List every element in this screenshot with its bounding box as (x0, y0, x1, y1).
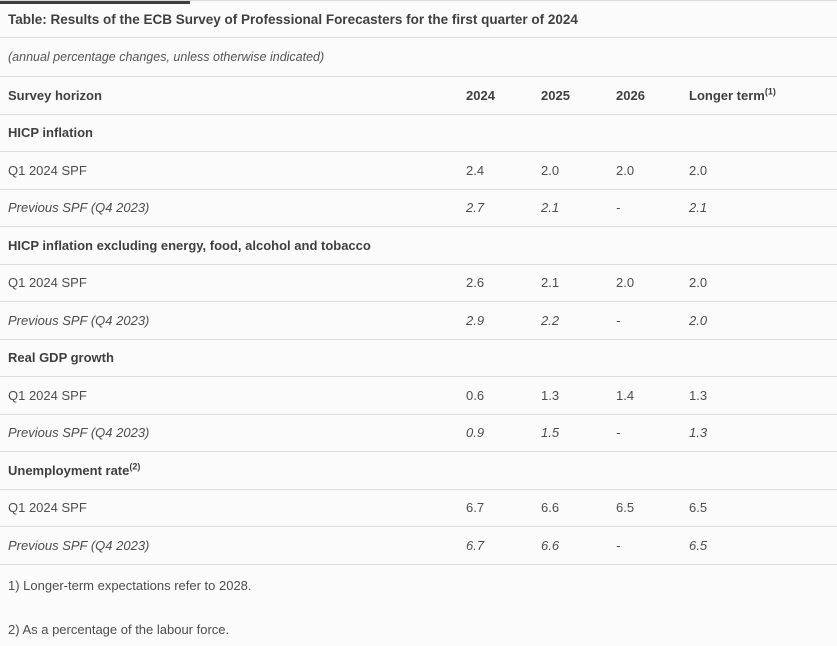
table-row: Q1 2024 SPF 2.4 2.0 2.0 2.0 (0, 152, 837, 190)
value-2024: 2.6 (466, 275, 485, 291)
column-header-2024: 2024 (466, 87, 495, 103)
footnote-1: 1) Longer-term expectations refer to 202… (8, 577, 252, 593)
value-2024: 6.7 (466, 500, 485, 516)
value-2025: 1.3 (541, 387, 560, 403)
column-header-2026: 2026 (616, 87, 645, 103)
value-2024: 6.7 (466, 537, 485, 553)
value-2026: - (616, 312, 621, 328)
table-row: Q1 2024 SPF 2.6 2.1 2.0 2.0 (0, 265, 837, 302)
page-title: Table: Results of the ECB Survey of Prof… (8, 11, 578, 27)
row-label: Q1 2024 SPF (8, 500, 87, 516)
column-header-longer-term: Longer term(1) (689, 86, 837, 103)
value-2025: 2.0 (541, 162, 560, 178)
table-row: Previous SPF (Q4 2023) 2.7 2.1 - 2.1 (0, 190, 837, 227)
section-heading-row: Real GDP growth (0, 340, 837, 377)
row-label: Previous SPF (Q4 2023) (8, 200, 150, 216)
value-longer-term: 6.5 (689, 500, 708, 516)
value-2025: 6.6 (541, 537, 560, 553)
section-heading: HICP inflation excluding energy, food, a… (8, 238, 371, 253)
table-title-row: Table: Results of the ECB Survey of Prof… (0, 1, 837, 38)
footnote-marker-2: (2) (129, 461, 141, 472)
section-heading: Real GDP growth (8, 350, 114, 365)
table-row: Previous SPF (Q4 2023) 0.9 1.5 - 1.3 (0, 415, 837, 452)
row-label: Previous SPF (Q4 2023) (8, 425, 150, 441)
value-2026: 2.0 (616, 275, 635, 291)
table-row: Q1 2024 SPF 6.7 6.6 6.5 6.5 (0, 490, 837, 527)
top-accent-bar (0, 1, 190, 4)
value-2024: 0.6 (466, 387, 485, 403)
value-longer-term: 1.3 (689, 425, 708, 441)
value-longer-term: 1.3 (689, 387, 708, 403)
section-heading-row: HICP inflation (0, 115, 837, 152)
value-2026: - (616, 200, 621, 216)
section-heading-text: Unemployment rate (8, 462, 130, 478)
longer-term-label: Longer term (689, 87, 765, 103)
footnote-2: 2) As a percentage of the labour force. (8, 621, 230, 637)
table-header-row: Survey horizon 2024 2025 2026 Longer ter… (0, 77, 837, 115)
column-header-2025: 2025 (541, 87, 570, 103)
value-longer-term: 2.0 (689, 275, 708, 291)
section-heading-row: HICP inflation excluding energy, food, a… (0, 227, 837, 265)
value-2026: - (616, 425, 621, 441)
section-heading: Unemployment rate(2) (8, 461, 141, 478)
table-subtitle: (annual percentage changes, unless other… (8, 50, 325, 64)
value-2024: 2.7 (466, 200, 485, 216)
value-2026: 1.4 (616, 387, 635, 403)
table-footnotes: 1) Longer-term expectations refer to 202… (0, 565, 837, 638)
value-longer-term: 2.1 (689, 200, 708, 216)
row-label: Q1 2024 SPF (8, 162, 87, 178)
section-heading-text: Real GDP growth (8, 350, 114, 366)
table-row: Q1 2024 SPF 0.6 1.3 1.4 1.3 (0, 377, 837, 415)
value-2026: - (616, 537, 621, 553)
value-2024: 2.9 (466, 312, 485, 328)
section-heading-text: HICP inflation excluding energy, food, a… (8, 237, 371, 253)
value-2025: 2.1 (541, 275, 560, 291)
value-longer-term: 2.0 (689, 312, 708, 328)
value-2025: 6.6 (541, 500, 560, 516)
row-label: Previous SPF (Q4 2023) (8, 537, 150, 553)
table-row: Previous SPF (Q4 2023) 2.9 2.2 - 2.0 (0, 302, 837, 340)
row-label: Q1 2024 SPF (8, 275, 87, 291)
value-longer-term: 2.0 (689, 162, 708, 178)
value-longer-term: 6.5 (689, 537, 708, 553)
value-2025: 2.1 (541, 200, 560, 216)
table-subtitle-row: (annual percentage changes, unless other… (0, 38, 837, 77)
footnote-marker-1: (1) (764, 86, 776, 97)
value-2024: 2.4 (466, 162, 485, 178)
section-heading: HICP inflation (8, 125, 93, 140)
value-2024: 0.9 (466, 425, 485, 441)
table-row: Previous SPF (Q4 2023) 6.7 6.6 - 6.5 (0, 527, 837, 565)
section-heading-text: HICP inflation (8, 125, 93, 141)
value-2026: 2.0 (616, 162, 635, 178)
column-header-survey-horizon: Survey horizon (8, 87, 102, 103)
value-2026: 6.5 (616, 500, 635, 516)
row-label: Previous SPF (Q4 2023) (8, 312, 150, 328)
row-label: Q1 2024 SPF (8, 387, 87, 403)
value-2025: 2.2 (541, 312, 560, 328)
section-heading-row: Unemployment rate(2) (0, 452, 837, 490)
value-2025: 1.5 (541, 425, 560, 441)
